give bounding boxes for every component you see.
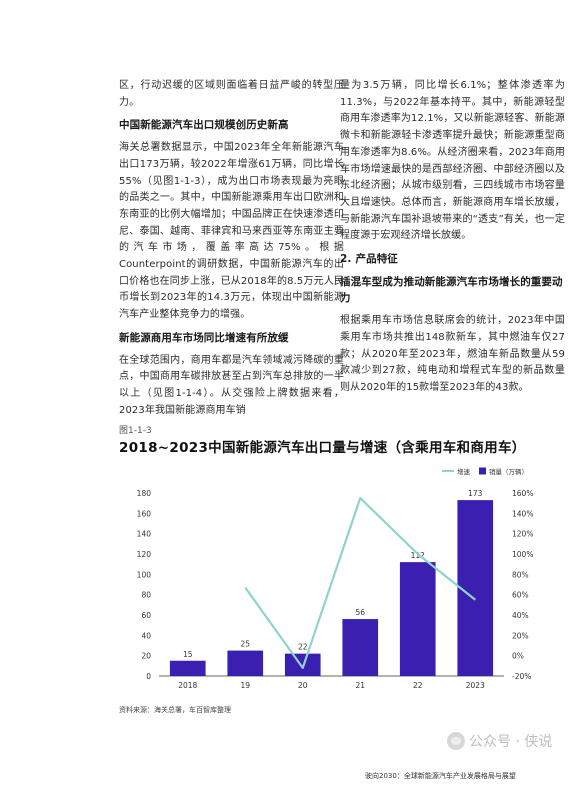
x-tick-label: 19 [240, 681, 250, 690]
paragraph: 在全球范围内，商用车都是汽车领域减污降碳的重点，中国商用车碳排放甚至占到汽车总排… [119, 354, 344, 416]
y-tick-label-right: 120% [512, 530, 533, 539]
data-label: 22 [298, 643, 308, 652]
chapter-heading: 2. 产品特征 [340, 251, 565, 268]
section-heading: 插混车型成为推动新能源汽车市场增长的重要动力 [340, 275, 563, 305]
x-tick-label: 2018 [178, 681, 197, 690]
y-tick-label-right: 160% [512, 489, 533, 498]
legend-swatch-sales [479, 467, 486, 475]
y-tick-label-right: 100% [512, 550, 533, 559]
page-footer: 驶向2030：全球新能源汽车产业发展格局与展望 [365, 772, 516, 780]
x-tick-label: 20 [298, 681, 308, 690]
figure-source: 资料来源：海关总署，车百智库整理 [119, 706, 231, 714]
right-text-column: 量为3.5万辆，同比增长6.1%；整体渗透率为11.3%，与2022年基本持平。… [340, 78, 565, 397]
data-label: 15 [183, 650, 193, 659]
bar [342, 619, 379, 676]
bar [399, 562, 436, 676]
paragraph: 区，行动迟缓的区域则面临着日益严峻的转型压力。 [119, 80, 344, 108]
y-tick-label-left: 160 [137, 509, 152, 518]
growth-line [244, 496, 476, 669]
left-text-column: 区，行动迟缓的区域则面临着日益严峻的转型压力。 中国新能源汽车出口规模创历史新高… [119, 78, 344, 419]
y-tick-label-right: 0% [512, 652, 524, 661]
section-heading: 中国新能源汽车出口规模创历史新高 [119, 119, 289, 132]
paragraph: 量为3.5万辆，同比增长6.1%；整体渗透率为11.3%，与2022年基本持平。… [340, 80, 565, 242]
paragraph: 根据乘用车市场信息联席会的统计，2023年中国乘用车市场共推出148款新车，其中… [340, 315, 565, 393]
y-tick-label-left: 100 [137, 570, 152, 579]
y-tick-label-right: 80% [512, 570, 529, 579]
data-label: 25 [240, 640, 250, 649]
section-heading: 新能源商用车市场同比增速有所放缓 [119, 331, 289, 344]
section-number: 2. [340, 253, 352, 266]
x-tick-label: 2023 [466, 681, 485, 690]
legend-label-growth: 增速 [457, 467, 471, 476]
legend-label-sales: 销量（万辆） [489, 467, 528, 476]
y-tick-label-left: 60 [141, 611, 151, 620]
y-tick-label-left: 20 [141, 652, 151, 661]
y-tick-label-left: 120 [137, 550, 152, 559]
y-tick-label-left: 180 [137, 489, 152, 498]
section-title: 产品特征 [355, 253, 398, 266]
bar [227, 650, 264, 676]
data-label: 112 [411, 551, 426, 560]
y-tick-label-left: 140 [137, 530, 152, 539]
y-tick-label-left: 0 [146, 672, 151, 681]
wechat-icon [447, 732, 465, 750]
bar [457, 500, 494, 676]
y-tick-label-right: 40% [512, 611, 529, 620]
figure-number: 图1-1-3 [119, 426, 152, 436]
paragraph: 海关总署数据显示，中国2023年全年新能源汽车出口173万辆，较2022年增涨6… [119, 142, 344, 321]
y-tick-label-right: -20% [512, 672, 531, 681]
watermark-text: 公众号 · 侠说 [469, 734, 553, 750]
data-label: 56 [355, 608, 365, 617]
export-chart: 0 20 40 60 80 100 120 140 160 180 -20% 0% 20% 40% 60% 8… [119, 460, 539, 700]
chart-svg: 0 20 40 60 80 100 120 140 160 180 -20% 0% 20% 40% 60% 8… [137, 467, 534, 690]
data-label: 173 [468, 489, 483, 498]
figure-title: 2018~2023中国新能源汽车出口量与增速（含乘用车和商用车） [119, 440, 526, 456]
x-tick-label: 21 [355, 681, 365, 690]
y-tick-label-right: 20% [512, 631, 529, 640]
y-tick-label-left: 40 [141, 631, 151, 640]
y-tick-label-right: 140% [512, 509, 533, 518]
watermark: 公众号 · 侠说 [447, 731, 552, 751]
bar [169, 660, 206, 676]
y-tick-label-right: 60% [512, 591, 529, 600]
y-tick-label-left: 80 [141, 591, 151, 600]
x-tick-label: 22 [413, 681, 423, 690]
